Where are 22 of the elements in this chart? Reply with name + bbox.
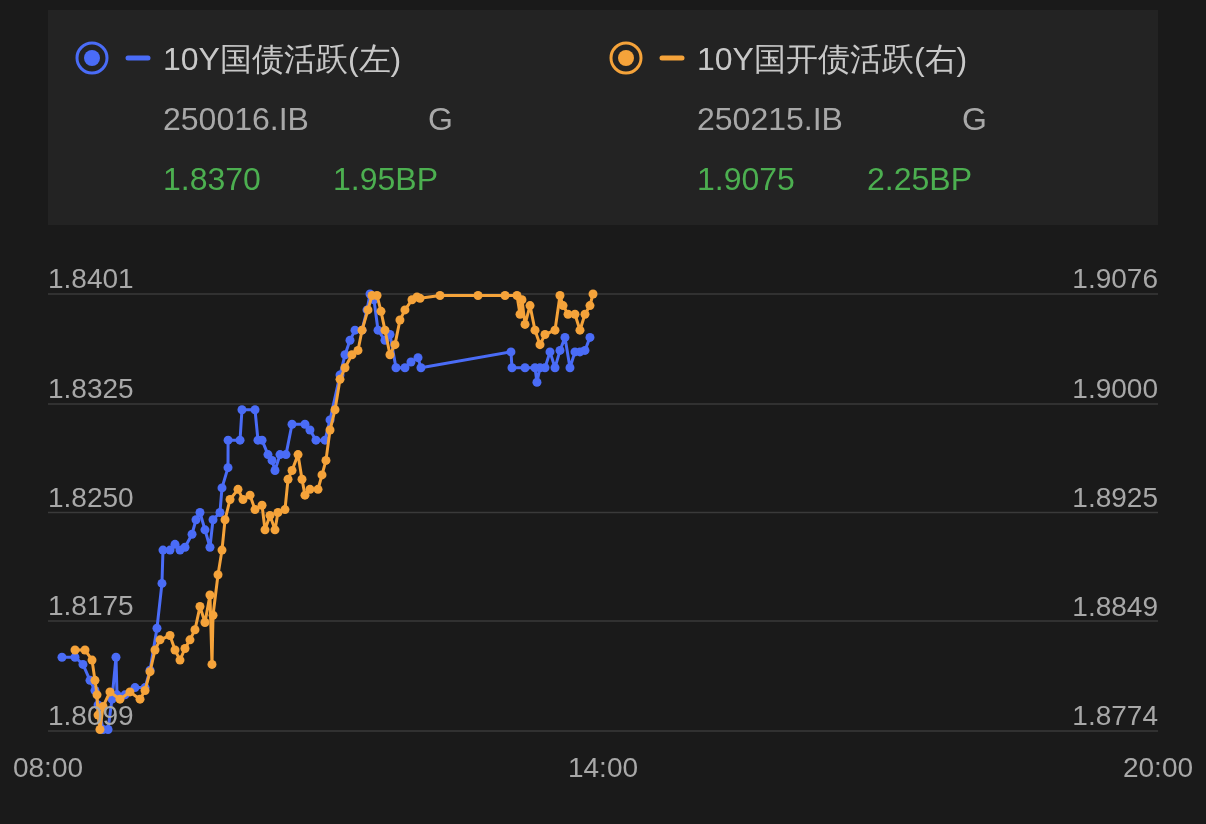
text: 250016.IB — [163, 101, 309, 137]
y2-tick-label: 1.8774 — [1072, 700, 1158, 731]
x-tick-label: 08:00 — [12, 752, 84, 783]
y2-tick-label: 1.9076 — [1072, 263, 1158, 294]
y-tick-label: 1.8401 — [48, 263, 134, 294]
text: 250215.IB — [697, 101, 843, 137]
text: 1.95BP — [333, 161, 438, 197]
y2-tick-label: 1.9000 — [1072, 372, 1158, 404]
text: 2.25BP — [867, 161, 972, 197]
text: G — [962, 101, 987, 137]
y2-tick-label: 1.8849 — [1072, 591, 1158, 623]
x-tick-label: 20:00 — [1122, 752, 1194, 783]
x-tick-label: 14:00 — [567, 752, 639, 783]
y-tick-label: 1.8325 — [48, 372, 134, 404]
text: 1.8370 — [163, 161, 261, 197]
text: G — [428, 101, 453, 137]
legend-label: 10Y国开债活跃(右) — [697, 41, 968, 77]
text: 1.9075 — [697, 161, 795, 197]
legend-label: 10Y国债活跃(左) — [163, 41, 402, 77]
y2-tick-label: 1.8925 — [1072, 481, 1158, 513]
y-tick-label: 1.8250 — [48, 481, 134, 513]
y-tick-label: 1.8175 — [48, 590, 134, 622]
